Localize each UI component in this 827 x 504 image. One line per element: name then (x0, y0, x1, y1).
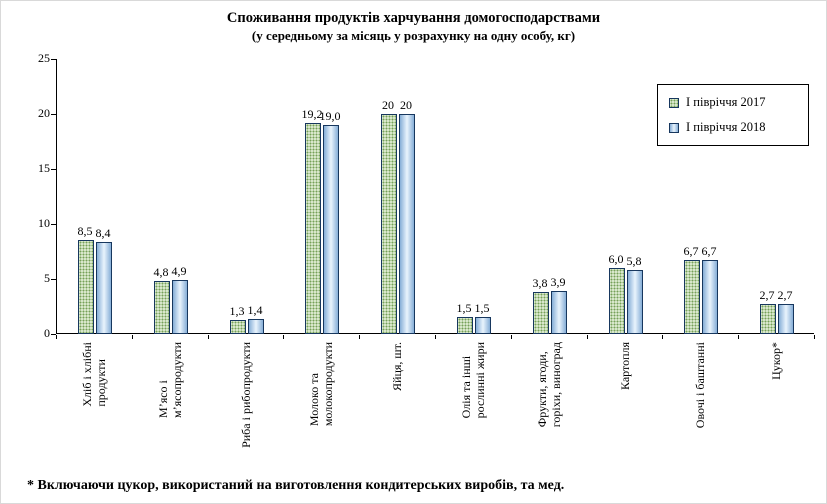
x-axis-label: Молоко та молокопродукти (307, 342, 336, 427)
x-axis-tick-mark (56, 335, 57, 339)
bar-2017 (78, 240, 94, 334)
y-axis-tick-mark (51, 169, 56, 170)
x-axis-label: Овочі і баштанні (693, 342, 708, 429)
plot-area (56, 59, 814, 334)
x-axis-tick-mark (208, 335, 209, 339)
bar-2018 (551, 291, 567, 334)
bar-value-label: 6,7 (683, 244, 699, 258)
footnote: * Включаючи цукор, використаний на вигот… (27, 478, 565, 493)
bar-2018 (248, 319, 264, 334)
x-axis-tick-mark (587, 335, 588, 339)
legend-swatch-2018-icon (669, 122, 679, 133)
bar-2018 (96, 242, 112, 334)
bar-2017 (381, 114, 397, 334)
bar-2018 (702, 260, 718, 334)
bar-value-label: 6,7 (701, 244, 717, 258)
bar-2017 (533, 292, 549, 334)
bar-value-label: 19,0 (319, 109, 341, 123)
y-axis-tick-label: 20 (38, 106, 50, 120)
bar-value-label: 8,4 (95, 226, 111, 240)
x-axis-label: Олія та інші рослинні жири (458, 342, 487, 419)
bar-value-label: 1,4 (247, 303, 263, 317)
bar-2017 (457, 317, 473, 334)
x-axis-tick-mark (132, 335, 133, 339)
x-axis-tick-mark (359, 335, 360, 339)
legend-swatch-2017-icon (669, 97, 679, 108)
bar-value-label: 1,5 (456, 301, 472, 315)
y-axis-tick-mark (51, 114, 56, 115)
bar-value-label: 5,8 (626, 254, 642, 268)
bar-2017 (684, 260, 700, 334)
bar-value-label: 8,5 (77, 224, 93, 238)
y-axis-tick-mark (51, 334, 56, 335)
x-axis-tick-mark (511, 335, 512, 339)
bar-2018 (475, 317, 491, 334)
bar-value-label: 1,5 (474, 301, 490, 315)
x-axis-tick-mark (435, 335, 436, 339)
legend-item-2017: І півріччя 2017 (669, 95, 800, 110)
x-axis-label: М’ясо і м’ясопродукти (155, 342, 184, 418)
y-axis-tick-label: 15 (38, 161, 50, 175)
x-axis-label: Фрукти, ягоди, горіхи, виноград (534, 342, 563, 428)
bar-value-label: 19,2 (301, 107, 323, 121)
x-axis-label: Картопля (617, 342, 632, 391)
bar-value-label: 4,8 (153, 265, 169, 279)
bar-value-label: 4,9 (171, 264, 187, 278)
bar-value-label: 3,8 (532, 276, 548, 290)
x-axis-label: Цукор* (769, 342, 784, 380)
x-axis-tick-mark (662, 335, 663, 339)
bar-2017 (230, 320, 246, 334)
bar-2018 (323, 125, 339, 334)
legend-label-2018: І півріччя 2018 (686, 120, 766, 134)
bar-2018 (399, 114, 415, 334)
x-axis-tick-mark (814, 335, 815, 339)
bar-2018 (172, 280, 188, 334)
x-axis-label: Риба і рибопродукти (238, 342, 253, 448)
chart-title: Споживання продуктів харчування домогосп… (226, 10, 601, 26)
bar-value-label: 2,7 (759, 288, 775, 302)
y-axis-tick-mark (51, 224, 56, 225)
bar-2018 (627, 270, 643, 334)
y-axis-tick-mark (51, 279, 56, 280)
y-axis-tick-label: 25 (38, 51, 50, 65)
bar-2017 (609, 268, 625, 334)
legend: І півріччя 2017 І півріччя 2018 (657, 84, 809, 146)
x-axis-tick-mark (738, 335, 739, 339)
legend-label-2017: І півріччя 2017 (686, 95, 766, 109)
y-axis-tick-label: 5 (44, 271, 50, 285)
bar-2018 (778, 304, 794, 334)
y-axis-tick-mark (51, 59, 56, 60)
bar-value-label: 20 (382, 98, 394, 112)
y-axis-tick-label: 10 (38, 216, 50, 230)
legend-item-2018: І півріччя 2018 (669, 120, 800, 135)
bar-value-label: 2,7 (777, 288, 793, 302)
x-axis-label: Хліб і хлібні продукти (79, 342, 108, 407)
bar-2017 (154, 281, 170, 334)
x-axis-tick-mark (283, 335, 284, 339)
bar-2017 (760, 304, 776, 334)
bar-2017 (305, 123, 321, 334)
y-axis-tick-label: 0 (44, 326, 50, 340)
x-axis-label: Яйця, шт. (390, 342, 405, 391)
bar-value-label: 6,0 (608, 252, 624, 266)
chart-subtitle: (у середньому за місяць у розрахунку на … (251, 28, 576, 43)
bar-value-label: 1,3 (229, 304, 245, 318)
bar-value-label: 20 (400, 98, 412, 112)
bar-value-label: 3,9 (550, 275, 566, 289)
